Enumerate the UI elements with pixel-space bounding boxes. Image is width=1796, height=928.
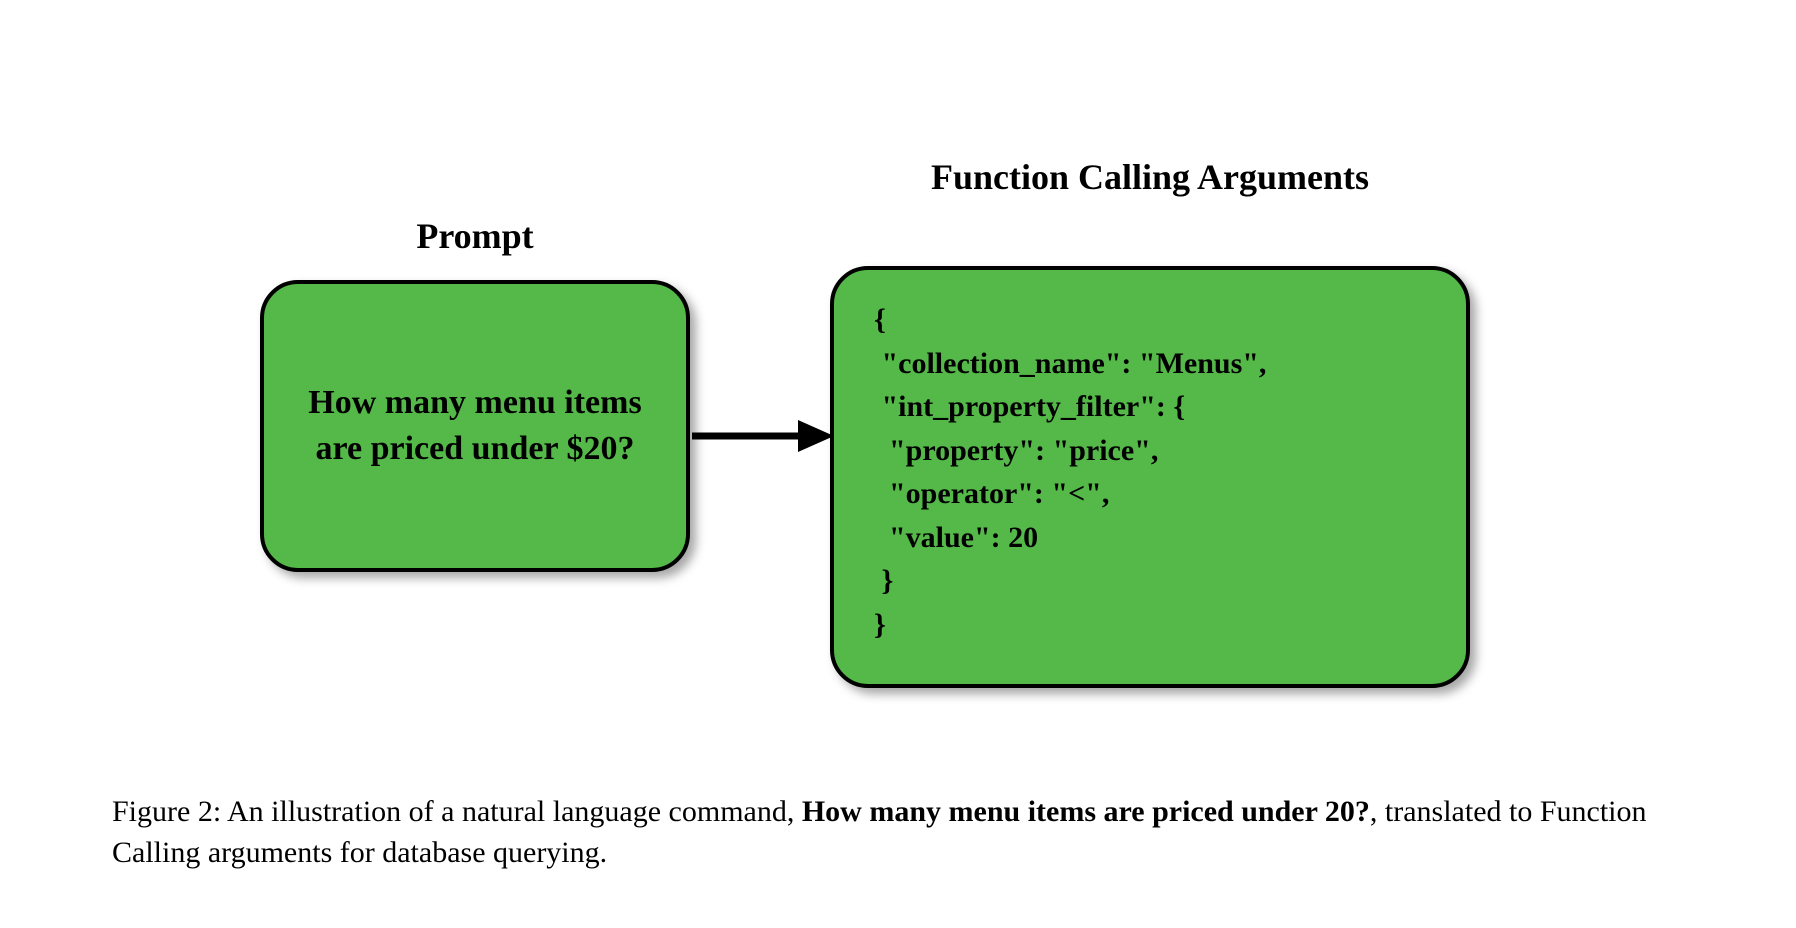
arrow-icon [690, 414, 834, 458]
caption-bold: How many menu items are priced under 20? [802, 795, 1370, 828]
diagram-container: Prompt Function Calling Arguments How ma… [0, 0, 1796, 760]
prompt-box: How many menu items are priced under $20… [260, 280, 690, 572]
function-calling-label: Function Calling Arguments [830, 155, 1470, 200]
function-calling-box: { "collection_name": "Menus", "int_prope… [830, 266, 1470, 688]
caption-prefix: Figure 2: An illustration of a natural l… [112, 795, 802, 828]
figure-caption: Figure 2: An illustration of a natural l… [112, 792, 1684, 873]
function-calling-code: { "collection_name": "Menus", "int_prope… [874, 298, 1426, 646]
prompt-text: How many menu items are priced under $20… [292, 380, 658, 472]
prompt-label: Prompt [260, 215, 690, 257]
